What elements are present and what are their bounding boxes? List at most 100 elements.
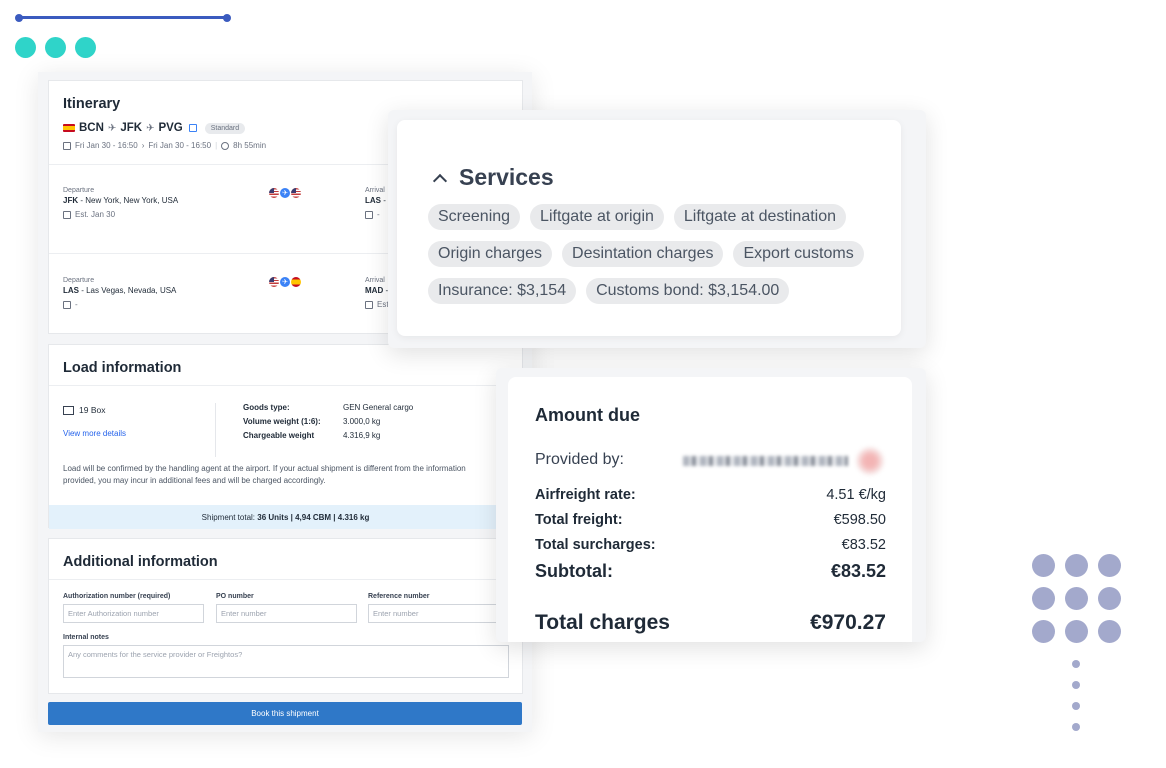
clock-icon xyxy=(221,141,230,150)
load-title: Load information xyxy=(63,360,182,376)
departure-place: LAS - Las Vegas, Nevada, USA xyxy=(63,286,177,295)
shipment-total-value: 36 Units | 4,94 CBM | 4.316 kg xyxy=(257,512,370,522)
es-flag-icon xyxy=(291,277,301,287)
leg-arrival: Arrival LAS - l - xyxy=(365,187,390,219)
copy-icon[interactable] xyxy=(188,124,197,132)
box-count-text: 19 Box xyxy=(79,405,106,415)
po-field-group: PO number xyxy=(216,593,357,623)
us-flag-icon xyxy=(291,188,301,198)
arrival-place: MAD - xyxy=(365,286,389,295)
us-flag-icon xyxy=(269,188,279,198)
total-freight-label: Total freight: xyxy=(535,512,623,528)
total-freight-row: Total freight: €598.50 xyxy=(535,512,886,528)
divider xyxy=(49,164,522,165)
services-overlay: Services Screening Liftgate at origin Li… xyxy=(388,110,926,348)
load-notice: Load will be confirmed by the handling a… xyxy=(63,464,466,486)
subtotal-label: Subtotal: xyxy=(535,561,613,581)
divider xyxy=(49,579,522,580)
goods-details: Goods type: GEN General cargo Volume wei… xyxy=(243,403,463,440)
calendar-icon xyxy=(63,210,71,219)
arrive-date: Fri Jan 30 - 16:50 xyxy=(148,141,212,150)
authorization-label: Authorization number (required) xyxy=(63,593,171,600)
chargeable-weight-value: 4.316,9 kg xyxy=(343,431,381,440)
box-icon xyxy=(63,405,74,415)
origin-code: BCN xyxy=(79,122,104,134)
reference-field-group: Reference number xyxy=(368,593,509,623)
chevron-up-icon[interactable] xyxy=(432,173,448,188)
service-level-badge: Standard xyxy=(204,122,246,134)
authorization-field-group: Authorization number (required) xyxy=(63,593,204,623)
divider xyxy=(49,385,522,386)
calendar-icon xyxy=(365,210,373,219)
leg-departure: Departure JFK - New York, New York, USA … xyxy=(63,187,178,219)
plane-icon: ✈ xyxy=(280,188,290,198)
chevron-right-icon: › xyxy=(141,141,145,150)
volume-weight-label: Volume weight (1:6): xyxy=(243,417,321,426)
arrival-place: LAS - l xyxy=(365,196,390,205)
departure-est: Est. Jan 30 xyxy=(63,210,178,219)
departure-label: Departure xyxy=(63,187,95,194)
shipment-total-bar: Shipment total: 36 Units | 4,94 CBM | 4.… xyxy=(49,505,522,529)
view-more-details-link[interactable]: View more details xyxy=(63,429,126,438)
internal-notes-textarea[interactable] xyxy=(63,645,509,678)
leg-arrival: Arrival MAD - Est xyxy=(365,277,389,309)
total-charges-value: €970.27 xyxy=(810,611,886,634)
service-chip: Liftgate at origin xyxy=(530,204,664,230)
divider xyxy=(215,403,216,457)
amount-due-title: Amount due xyxy=(535,405,640,425)
authorization-input[interactable] xyxy=(63,604,204,623)
services-header[interactable]: Services xyxy=(432,164,554,191)
additional-title: Additional information xyxy=(63,554,218,570)
volume-weight-value: 3.000,0 kg xyxy=(343,417,381,426)
calendar-icon xyxy=(63,300,71,309)
services-title: Services xyxy=(459,164,554,190)
services-chip-list: Screening Liftgate at origin Liftgate at… xyxy=(428,204,898,304)
goods-type-label: Goods type: xyxy=(243,403,290,412)
additional-information-card: Additional information Authorization num… xyxy=(48,538,523,694)
departure-label: Departure xyxy=(63,277,95,284)
load-information-card: Load information 19 Box View more detail… xyxy=(48,344,523,529)
service-chip: Origin charges xyxy=(428,241,553,267)
service-chip: Customs bond: $3,154.00 xyxy=(586,278,790,304)
arrival-est: - xyxy=(365,210,390,219)
arrival-label: Arrival xyxy=(365,277,385,284)
leg-flags: ✈ xyxy=(269,277,301,287)
provider-logo xyxy=(683,456,848,466)
plane-icon: ✈ xyxy=(280,277,290,287)
airline-flag-icon xyxy=(63,124,75,132)
calendar-icon xyxy=(365,300,373,309)
leg-flags: ✈ xyxy=(269,188,301,198)
subtotal-row: Subtotal: €83.52 xyxy=(535,561,886,582)
airfreight-rate-label: Airfreight rate: xyxy=(535,487,636,503)
airfreight-rate-value: 4.51 €/kg xyxy=(826,487,886,503)
depart-date: Fri Jan 30 - 16:50 xyxy=(75,141,138,150)
route-summary: BCN ✈ JFK ✈ PVG Standard xyxy=(63,122,246,134)
total-surcharges-row: Total surcharges: €83.52 xyxy=(535,537,886,553)
destination-code: PVG xyxy=(158,122,183,134)
via-code: JFK xyxy=(120,122,143,134)
total-freight-value: €598.50 xyxy=(833,512,886,528)
service-chip: Desintation charges xyxy=(562,241,724,267)
itinerary-title: Itinerary xyxy=(63,96,121,112)
leg-departure: Departure LAS - Las Vegas, Nevada, USA - xyxy=(63,277,176,309)
chargeable-weight-label: Chargeable weight xyxy=(243,431,315,440)
airfreight-rate-row: Airfreight rate: 4.51 €/kg xyxy=(535,487,886,503)
us-flag-icon xyxy=(269,277,279,287)
plane-icon: ✈ xyxy=(107,122,117,134)
service-chip: Liftgate at destination xyxy=(673,204,847,230)
goods-type-value: GEN General cargo xyxy=(343,403,414,412)
reference-number-input[interactable] xyxy=(368,604,509,623)
book-shipment-button[interactable]: Book this shipment xyxy=(48,702,522,725)
service-chip: Insurance: $3,154 xyxy=(428,278,577,304)
subtotal-value: €83.52 xyxy=(830,561,886,581)
total-surcharges-value: €83.52 xyxy=(841,537,886,553)
separator: | xyxy=(215,141,218,150)
box-count: 19 Box xyxy=(63,405,105,415)
total-charges-row: Total charges €970.27 xyxy=(535,611,886,635)
po-number-input[interactable] xyxy=(216,604,357,623)
calendar-icon xyxy=(63,141,71,150)
total-charges-label: Total charges xyxy=(535,611,670,634)
notes-field-group: Internal notes xyxy=(63,634,509,680)
service-chip: Screening xyxy=(428,204,521,230)
decorative-dot-grid xyxy=(1032,554,1121,643)
